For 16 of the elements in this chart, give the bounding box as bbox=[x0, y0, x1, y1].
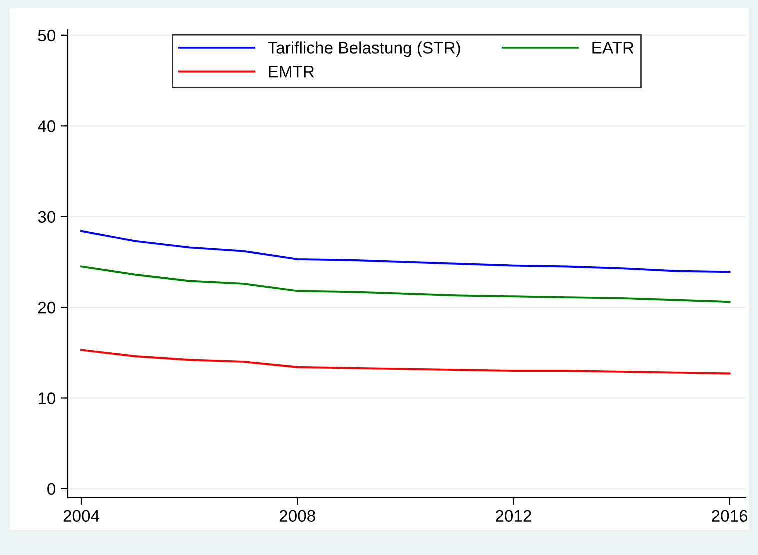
x-tick-label: 2004 bbox=[64, 510, 100, 522]
x-tick-label: 2012 bbox=[496, 510, 532, 522]
y-tick-label: 30 bbox=[38, 211, 56, 224]
y-tick-label: 10 bbox=[38, 392, 56, 404]
line-series bbox=[80, 266, 731, 304]
line-series bbox=[80, 349, 731, 375]
y-tick-label: 50 bbox=[38, 30, 56, 42]
y-tick-label: 40 bbox=[38, 120, 56, 132]
y-tick-label: 0 bbox=[48, 483, 56, 496]
y-tick-label: 20 bbox=[38, 302, 56, 314]
line-series bbox=[80, 230, 731, 274]
x-tick-label: 2008 bbox=[280, 510, 316, 522]
legend-label: Tarifliche Belastung (STR) bbox=[268, 42, 460, 58]
legend-label: EATR bbox=[592, 42, 634, 54]
x-tick-label: 2016 bbox=[712, 510, 748, 522]
legend-label: EMTR bbox=[269, 66, 314, 78]
